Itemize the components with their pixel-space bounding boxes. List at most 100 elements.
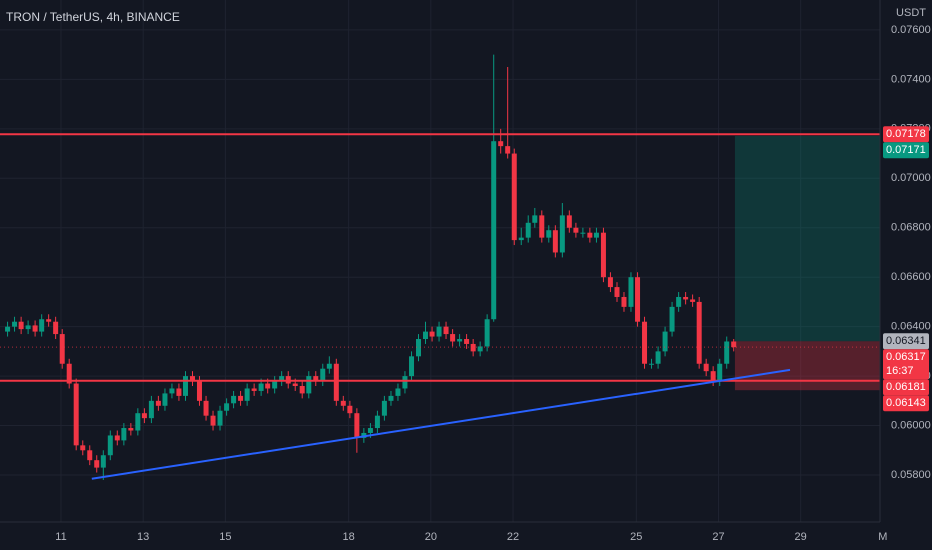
candle-body xyxy=(176,388,182,396)
candle-body xyxy=(395,388,401,396)
x-tick-label: 25 xyxy=(630,531,642,543)
candle-body xyxy=(32,325,38,332)
candle-body xyxy=(210,415,216,426)
candle-body xyxy=(128,428,134,431)
candle-body xyxy=(717,363,723,382)
candle-body xyxy=(635,277,641,322)
price-label-box xyxy=(883,142,929,159)
x-tick-label: 20 xyxy=(425,531,437,543)
candle-body xyxy=(53,321,59,335)
x-tick-label: 18 xyxy=(343,531,355,543)
candle-body xyxy=(313,376,319,382)
candle-body xyxy=(422,331,428,340)
candle-body xyxy=(66,363,72,384)
candle-body xyxy=(443,326,449,335)
candle-body xyxy=(292,383,298,386)
y-tick-label: 0.06400 xyxy=(891,321,931,333)
candle-body xyxy=(690,299,696,302)
candle-body xyxy=(162,393,168,406)
price-label: 0.07171 xyxy=(886,144,926,156)
x-tick-label: 22 xyxy=(507,531,519,543)
y-tick-label: 0.06800 xyxy=(891,222,931,234)
price-label-box xyxy=(883,379,929,396)
candle-body xyxy=(580,232,586,234)
candle-body xyxy=(525,222,531,238)
price-label-box xyxy=(883,395,929,412)
candle-body xyxy=(80,445,86,451)
x-tick-label: 15 xyxy=(219,531,231,543)
candle-body xyxy=(532,215,538,223)
candle-body xyxy=(299,385,305,394)
y-tick-label: 0.07600 xyxy=(891,24,931,36)
y-tick-label: 0.07000 xyxy=(891,172,931,184)
candle-body xyxy=(662,331,668,352)
price-label: 0.06317 xyxy=(886,351,926,363)
candle-body xyxy=(217,410,223,426)
candle-body xyxy=(265,383,271,389)
candle-body xyxy=(374,415,380,429)
candle-body xyxy=(5,326,11,332)
candle-body xyxy=(436,326,442,337)
candle-body xyxy=(683,296,689,300)
candle-body xyxy=(196,381,202,401)
candle-body xyxy=(559,215,565,253)
price-label: 0.06341 xyxy=(886,335,926,347)
candle-body xyxy=(18,321,24,330)
candle-body xyxy=(238,395,244,401)
candle-body xyxy=(450,334,456,342)
candle-body xyxy=(491,141,497,320)
candle-body xyxy=(649,363,655,365)
price-label: 0.06143 xyxy=(886,397,926,409)
candle-body xyxy=(464,339,470,344)
candle-body xyxy=(135,413,141,431)
price-label-box xyxy=(883,126,929,143)
candle-body xyxy=(546,230,552,238)
candle-body xyxy=(457,339,463,342)
candle-body xyxy=(347,405,353,414)
candle-body xyxy=(244,388,250,401)
candle-body xyxy=(59,334,65,364)
candle-body xyxy=(642,321,648,364)
candle-body xyxy=(203,400,209,416)
candle-body xyxy=(148,400,154,419)
candle-body xyxy=(272,381,278,389)
candle-body xyxy=(326,363,332,369)
candle-body xyxy=(409,356,415,377)
candle-body xyxy=(518,237,524,241)
candle-body xyxy=(498,141,504,147)
candle-body xyxy=(566,215,572,228)
candle-body xyxy=(724,341,730,364)
price-label-box xyxy=(883,349,929,380)
candle-body xyxy=(505,146,511,154)
candle-body xyxy=(107,435,113,456)
y-tick-label: 0.06000 xyxy=(891,419,931,431)
candle-body xyxy=(614,287,620,297)
profit-zone xyxy=(734,136,880,342)
axis-labels: 0.058000.060000.062000.064000.066000.068… xyxy=(55,24,930,543)
y-tick-label: 0.06600 xyxy=(891,271,931,283)
candle-body xyxy=(621,296,627,307)
candle-body xyxy=(46,319,52,322)
x-tick-label: M xyxy=(878,531,887,543)
candle-body xyxy=(25,325,31,330)
candle-body xyxy=(587,232,593,238)
price-label: 0.06181 xyxy=(886,381,926,393)
candle-body xyxy=(354,413,360,438)
trendline xyxy=(91,368,791,480)
candle-body xyxy=(477,346,483,352)
y-tick-label: 0.07400 xyxy=(891,73,931,85)
countdown-label: 16:37 xyxy=(886,365,914,377)
candle-body xyxy=(402,376,408,389)
candle-body xyxy=(121,428,127,441)
candle-body xyxy=(279,376,285,382)
candle-body xyxy=(703,363,709,372)
candle-body xyxy=(539,215,545,238)
candle-body xyxy=(100,455,106,468)
candle-body xyxy=(484,319,490,347)
candle-body xyxy=(470,343,476,352)
candle-body xyxy=(320,368,326,382)
candle-body xyxy=(367,428,373,433)
candle-body xyxy=(669,306,675,332)
candle-body xyxy=(12,321,18,327)
